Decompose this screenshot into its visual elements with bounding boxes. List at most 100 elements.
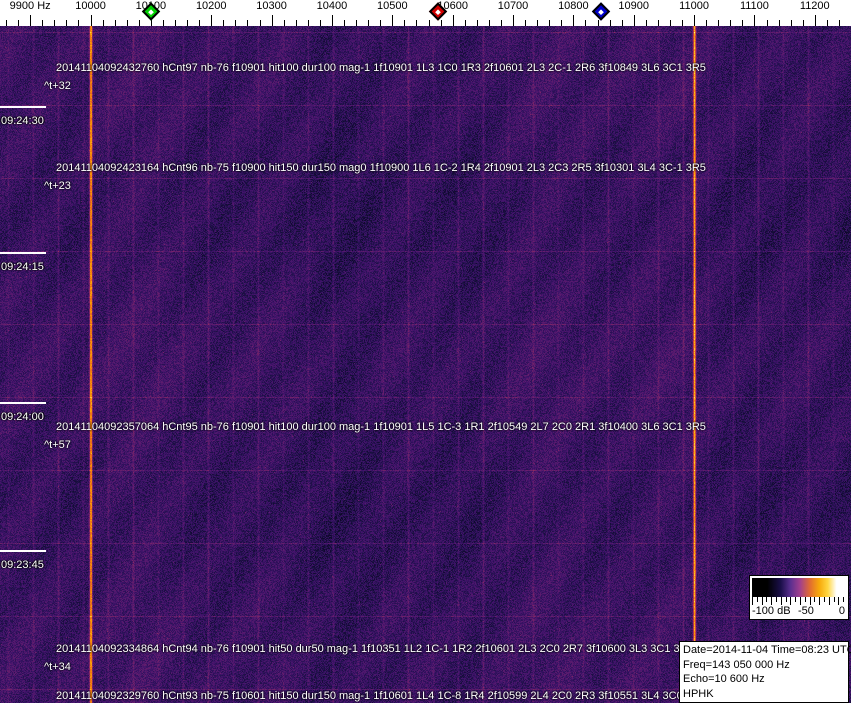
- legend-label-max: 0: [838, 605, 845, 617]
- time-axis-label: 09:24:30: [1, 115, 44, 127]
- freq-tick-minor: [163, 20, 164, 26]
- legend-tick: [819, 597, 820, 605]
- legend-tick: [795, 597, 796, 602]
- legend-tick: [834, 597, 835, 602]
- legend-tick: [829, 597, 830, 605]
- event-time-offset: ^t+34: [44, 661, 71, 673]
- freq-tick-minor: [429, 20, 430, 26]
- freq-tick-minor: [585, 20, 586, 26]
- event-annotation: 20141104092357064 hCnt95 nb-76 f10901 hi…: [56, 421, 706, 433]
- info-line-freq: Freq=143 050 000 Hz: [683, 658, 790, 671]
- freq-tick-minor: [175, 20, 176, 26]
- freq-tick-minor: [839, 20, 840, 26]
- freq-tick-minor: [537, 20, 538, 26]
- freq-tick-minor: [465, 20, 466, 26]
- freq-axis-label: 10400: [316, 0, 348, 12]
- event-annotation: 20141104092432760 hCnt97 nb-76 f10901 hi…: [56, 62, 706, 74]
- legend-tick: [814, 597, 815, 602]
- legend-tick: [786, 597, 787, 602]
- freq-tick-major: [453, 15, 454, 26]
- waterfall-plot[interactable]: 09:24:30 09:24:15 09:24:00 09:23:45 20141104…: [0, 26, 851, 703]
- freq-tick-minor: [235, 20, 236, 26]
- legend-tick: [805, 597, 806, 602]
- freq-tick-minor: [549, 20, 550, 26]
- freq-tick-major: [151, 15, 152, 26]
- freq-tick-minor: [127, 20, 128, 26]
- legend-tick: [810, 597, 811, 605]
- freq-axis-label: 11000: [679, 0, 709, 12]
- legend-label-mid: -50: [798, 605, 814, 617]
- info-line-echo: Echo=10 600 Hz: [683, 673, 765, 685]
- freq-axis-label: 10800: [558, 0, 589, 12]
- freq-tick-minor: [356, 20, 357, 26]
- freq-tick-major: [91, 15, 92, 26]
- freq-axis-label: 10700: [497, 0, 529, 12]
- freq-tick-minor: [199, 20, 200, 26]
- freq-tick-minor: [658, 20, 659, 26]
- freq-tick-minor: [260, 20, 261, 26]
- freq-tick-major: [634, 15, 635, 26]
- freq-tick-minor: [682, 20, 683, 26]
- freq-tick-minor: [779, 20, 780, 26]
- freq-tick-minor: [344, 20, 345, 26]
- freq-tick-minor: [791, 20, 792, 26]
- marker-center-dot: [598, 8, 604, 15]
- freq-tick-minor: [646, 20, 647, 26]
- freq-tick-major: [332, 15, 333, 26]
- freq-tick-minor: [103, 20, 104, 26]
- time-axis-tick: [0, 106, 46, 108]
- legend-label-min: -100 dB: [752, 605, 791, 617]
- time-axis-tick: [0, 402, 46, 404]
- time-axis-label: 09:23:45: [1, 559, 44, 571]
- freq-tick-major: [754, 15, 755, 26]
- freq-tick-minor: [308, 20, 309, 26]
- legend-tick: [757, 597, 758, 602]
- time-axis-tick: [0, 550, 46, 552]
- event-time-offset: ^t+57: [44, 439, 71, 451]
- freq-tick-minor: [561, 20, 562, 26]
- marker-blue-icon[interactable]: [591, 2, 611, 21]
- freq-tick-minor: [54, 20, 55, 26]
- freq-tick-major: [694, 15, 695, 26]
- freq-tick-minor: [247, 20, 248, 26]
- time-axis-tick: [0, 252, 46, 254]
- info-line-station: HPHK: [683, 687, 714, 700]
- event-time-offset: ^t+23: [44, 180, 71, 192]
- freq-tick-minor: [223, 20, 224, 26]
- legend-tick: [848, 597, 849, 605]
- marker-center-dot: [435, 8, 442, 15]
- legend-tick: [800, 597, 801, 605]
- event-annotation: 20141104092423164 hCnt96 nb-75 f10900 hi…: [56, 162, 706, 174]
- legend-tick: [843, 597, 844, 602]
- marker-center-dot: [148, 8, 155, 15]
- freq-tick-minor: [368, 20, 369, 26]
- freq-tick-minor: [706, 20, 707, 26]
- freq-tick-major: [815, 15, 816, 26]
- legend-tick: [766, 597, 767, 602]
- freq-tick-minor: [18, 20, 19, 26]
- freq-axis-label: 9900 Hz: [9, 0, 51, 12]
- freq-tick-minor: [296, 20, 297, 26]
- event-time-offset: ^t+32: [44, 80, 71, 92]
- color-legend-ticks: [752, 597, 849, 605]
- freq-tick-minor: [730, 20, 731, 26]
- freq-axis-label: 10200: [195, 0, 227, 12]
- freq-tick-minor: [284, 20, 285, 26]
- freq-tick-major: [211, 15, 212, 26]
- freq-axis-label: 10000: [75, 0, 106, 12]
- freq-tick-minor: [610, 20, 611, 26]
- event-annotation: 20141104092334864 hCnt94 nb-76 f10901 hi…: [56, 643, 694, 655]
- freq-tick-minor: [827, 20, 828, 26]
- freq-tick-minor: [670, 20, 671, 26]
- legend-tick: [781, 597, 782, 605]
- freq-tick-minor: [416, 20, 417, 26]
- legend-tick: [838, 597, 839, 605]
- legend-tick: [776, 597, 777, 602]
- legend-tick: [771, 597, 772, 605]
- time-axis-label: 09:24:00: [1, 411, 44, 423]
- freq-axis-label: 11200: [799, 0, 830, 12]
- freq-tick-minor: [767, 20, 768, 26]
- freq-axis-label: 10900: [618, 0, 650, 12]
- freq-tick-minor: [66, 20, 67, 26]
